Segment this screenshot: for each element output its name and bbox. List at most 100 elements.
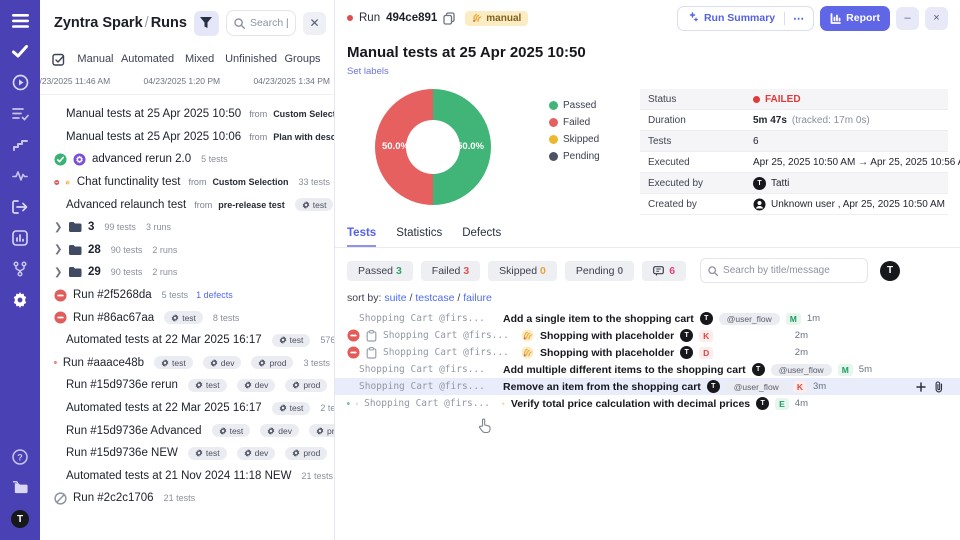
analytics-icon[interactable]: [12, 229, 29, 246]
tab-tests[interactable]: Tests: [347, 227, 377, 247]
milestones-icon[interactable]: [12, 136, 29, 153]
run-group-row[interactable]: ❯ 29 90 tests 2 runs: [40, 261, 334, 284]
chip-comments[interactable]: 6: [642, 260, 687, 281]
run-row[interactable]: Run #15d9736e Advancedtestdevprod4 tests: [40, 419, 334, 442]
run-group-row[interactable]: ❯ 28 90 tests 2 runs: [40, 239, 334, 262]
set-labels-link[interactable]: Set labels: [347, 66, 389, 77]
chart-legend: Passed Failed Skipped Pending: [549, 97, 600, 165]
chip-pending[interactable]: Pending 0: [564, 260, 635, 281]
tests-search-input[interactable]: [723, 265, 861, 276]
chip-skipped[interactable]: Skipped 0: [488, 260, 557, 281]
test-plans-icon[interactable]: [11, 105, 29, 122]
run-row-title: Manual tests at 25 Apr 2025 10:50: [66, 108, 242, 121]
copy-icon[interactable]: [443, 11, 455, 25]
sort-by-failure[interactable]: failure: [463, 292, 492, 304]
run-row[interactable]: Run #aaace48b test dev prod 3 tests: [40, 352, 334, 375]
info-row-status: Status FAILED: [640, 89, 948, 110]
run-row[interactable]: Automated tests at 21 Nov 2024 11:18 NEW…: [40, 465, 334, 488]
run-defects-link[interactable]: 1 defects: [196, 290, 233, 301]
tab-manual[interactable]: Manual: [77, 53, 114, 65]
assignee-avatar[interactable]: T: [880, 260, 901, 281]
run-summary-button[interactable]: Run Summary: [678, 12, 784, 24]
chip-passed[interactable]: Passed 3: [347, 260, 413, 281]
test-suite-path: Shopping Cart @firs...: [359, 364, 485, 375]
run-summary-more-button[interactable]: ⋯: [784, 11, 813, 25]
panel-close-button[interactable]: ✕: [303, 11, 326, 35]
help-icon[interactable]: ?: [12, 448, 29, 465]
tab-defects[interactable]: Defects: [462, 227, 502, 239]
sort-by-testcase[interactable]: testcase: [415, 292, 455, 304]
tab-automated[interactable]: Automated: [120, 53, 175, 65]
run-row[interactable]: Run #2c2c1706 21 tests: [40, 487, 334, 510]
run-row[interactable]: Run #86ac67aa test 8 tests: [40, 306, 334, 329]
environment-gear-icon: [195, 381, 203, 390]
run-tests-count: 3 tests: [303, 357, 330, 368]
expand-chevron-icon[interactable]: ❯: [54, 221, 63, 233]
environment-badge: dev: [260, 424, 299, 438]
tab-statistics[interactable]: Statistics: [396, 227, 443, 239]
runs-search[interactable]: [225, 10, 296, 36]
add-result-button[interactable]: [916, 381, 926, 392]
menu-icon[interactable]: [11, 12, 29, 29]
expand-chevron-icon[interactable]: ❯: [54, 244, 63, 256]
runs-icon[interactable]: [12, 74, 29, 91]
run-row[interactable]: Run #15d9736e NEWtestdevprod5/5 tests: [40, 442, 334, 465]
run-row[interactable]: advanced rerun 2.0 5 tests: [40, 148, 334, 171]
activity-icon[interactable]: [12, 167, 29, 184]
sort-by-suite[interactable]: suite: [384, 292, 407, 304]
group-name: 28: [88, 243, 101, 256]
group-tests-count: 90 tests: [110, 244, 143, 255]
report-button[interactable]: Report: [820, 5, 890, 31]
filter-button[interactable]: [193, 10, 219, 36]
from-label: from: [249, 109, 268, 120]
run-row[interactable]: Run #2f5268da 5 tests 1 defects: [40, 284, 334, 307]
user-avatar[interactable]: T: [11, 510, 29, 528]
project-name[interactable]: Zyntra Spark: [54, 15, 143, 31]
attach-button[interactable]: [934, 380, 944, 393]
app-rail: ? T: [0, 0, 40, 540]
minimize-button[interactable]: –: [896, 6, 919, 30]
runs-search-input[interactable]: [249, 17, 288, 29]
add-result-icon: [916, 381, 926, 392]
group-tests-count: 99 tests: [104, 222, 136, 233]
environment-badge: test: [164, 311, 203, 325]
run-row[interactable]: Advanced relaunch test from pre-release te…: [40, 193, 334, 216]
settings-gear-icon[interactable]: [12, 291, 29, 308]
select-all-icon[interactable]: [52, 52, 66, 66]
projects-folder-icon[interactable]: [12, 479, 29, 496]
test-cases-icon[interactable]: [12, 43, 29, 60]
expand-chevron-icon[interactable]: ❯: [54, 266, 63, 278]
run-row[interactable]: Automated tests at 22 Mar 2025 16:17 test…: [40, 329, 334, 352]
test-case-icon: [355, 402, 358, 405]
run-row[interactable]: Run #15d9736e reruntestdevprod5 tests: [40, 374, 334, 397]
failed-status-icon: [54, 179, 60, 185]
test-title: Add multiple different items to the shop…: [503, 363, 746, 376]
environment-badge: test: [271, 401, 311, 415]
test-result-row[interactable]: Shopping Cart @firs... Shopping with plac…: [335, 327, 960, 344]
tab-unfinished[interactable]: Unfinished: [225, 53, 278, 65]
test-result-row[interactable]: Shopping Cart @firs... Remove an item fro…: [335, 378, 960, 395]
run-group-row[interactable]: ❯ 3 99 tests 3 runs: [40, 216, 334, 239]
tests-search[interactable]: [700, 258, 869, 283]
defects-icon[interactable]: [12, 198, 29, 215]
legend-label: Skipped: [563, 134, 600, 145]
donut-label-failed: 50.0%: [382, 141, 409, 152]
test-result-row[interactable]: Shopping Cart @firs... Add multiple diffe…: [335, 361, 960, 378]
run-type-tabs: Manual Automated Mixed Unfinished Groups: [40, 44, 334, 72]
test-result-row[interactable]: Shopping Cart @firs... Add a single item …: [335, 310, 960, 327]
run-row[interactable]: Chat functinality test from Custom Selecti…: [40, 171, 334, 194]
info-row-executed: Executed Apr 25, 2025 10:50 AM → Apr 25, …: [640, 152, 960, 173]
tab-groups[interactable]: Groups: [284, 53, 321, 65]
info-row-created-by: Created by Unknown user , Apr 25, 2025 10…: [640, 194, 948, 215]
close-button[interactable]: ×: [925, 6, 948, 30]
test-result-row[interactable]: Shopping Cart @firs... Verify total price…: [335, 395, 960, 412]
run-row[interactable]: Manual tests at 25 Apr 2025 10:50 from Cus…: [40, 103, 334, 126]
repository-branch-icon[interactable]: [12, 260, 29, 277]
test-results-list: Shopping Cart @firs... Add a single item …: [335, 310, 960, 433]
run-row[interactable]: Automated tests at 22 Mar 2025 16:17 test…: [40, 397, 334, 420]
tab-mixed[interactable]: Mixed: [184, 53, 215, 65]
chip-failed[interactable]: Failed 3: [420, 260, 481, 281]
run-row[interactable]: Manual tests at 25 Apr 2025 10:06 from Pla…: [40, 126, 334, 149]
manual-run-icon: [502, 402, 505, 405]
test-result-row[interactable]: Shopping Cart @firs... Shopping with plac…: [335, 344, 960, 361]
